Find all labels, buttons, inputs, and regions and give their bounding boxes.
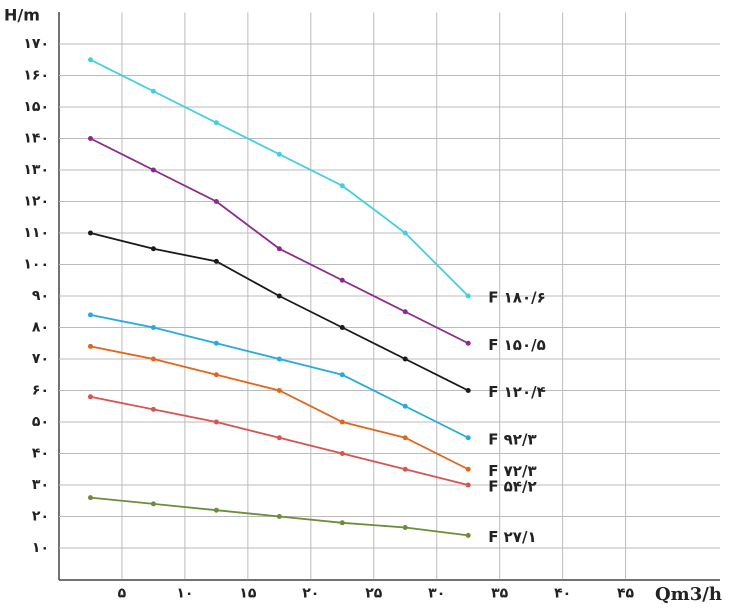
legend-label: F ۷۲/۳	[488, 462, 536, 480]
data-point	[87, 57, 93, 63]
data-point	[339, 277, 345, 283]
y-tick-label: ۸۰	[32, 320, 49, 336]
x-tick-label: ۲۰	[302, 586, 319, 602]
legend-label: F ۱۵۰/۵	[488, 336, 546, 354]
data-point	[276, 388, 282, 393]
y-tick-label: ۱۵۰	[23, 99, 49, 115]
y-tick-label: ۱۰	[32, 540, 49, 556]
x-tick-label: ۳۵	[491, 586, 509, 602]
data-point	[87, 394, 93, 400]
y-tick-label: ۱۰۰	[23, 257, 49, 273]
y-tick-label: ۲۰	[32, 509, 49, 525]
data-point	[213, 372, 219, 378]
series-line	[90, 232, 469, 392]
data-point	[276, 246, 282, 252]
y-tick-label: ۹۰	[32, 288, 49, 304]
data-point	[402, 230, 408, 236]
legend-label: F ۱۸۰/۶	[488, 289, 546, 307]
y-tick-label: ۱۷۰	[23, 36, 49, 52]
y-tick-label: ۱۳۰	[23, 162, 49, 178]
x-axis-label: Qm3/h	[655, 584, 722, 605]
data-point	[213, 199, 219, 204]
data-point	[213, 507, 219, 513]
data-point	[465, 532, 471, 538]
data-point	[150, 356, 156, 362]
data-point	[339, 183, 345, 189]
data-point	[213, 419, 219, 425]
data-point	[402, 466, 408, 472]
data-point	[150, 88, 156, 94]
y-tick-label: ۴۰	[32, 446, 49, 462]
y-tick-label: ۱۱۰	[23, 225, 49, 241]
data-point	[87, 495, 93, 501]
data-point	[150, 167, 156, 173]
data-point	[150, 246, 156, 252]
data-point	[402, 525, 408, 531]
data-point	[87, 230, 93, 236]
data-point	[276, 293, 282, 299]
data-point	[150, 501, 156, 507]
x-tick-label: ۲۵	[365, 586, 383, 602]
data-point	[276, 514, 282, 519]
y-tick-label: ۱۶۰	[23, 68, 49, 84]
data-point	[213, 340, 219, 346]
data-point	[276, 151, 282, 157]
data-point	[402, 356, 408, 362]
legend-label: F ۹۲/۳	[488, 430, 536, 448]
x-tick-label: ۳۰	[428, 586, 445, 602]
y-tick-label: ۵۰	[32, 414, 49, 430]
x-tick-label: ۱۰	[176, 586, 193, 602]
series-line	[90, 314, 469, 439]
data-point	[213, 120, 219, 126]
y-tick-label: ۳۰	[32, 477, 49, 493]
data-point	[339, 451, 345, 456]
legend-label: F ۱۲۰/۴	[488, 383, 546, 401]
data-point	[465, 293, 471, 299]
series-line	[90, 137, 469, 345]
y-tick-label: ۷۰	[32, 351, 49, 367]
x-tick-label: ۵	[118, 586, 127, 602]
data-point	[402, 403, 408, 409]
data-point	[339, 419, 345, 425]
series-line	[90, 58, 469, 297]
data-point	[276, 435, 282, 441]
x-tick-label: ۴۵	[617, 586, 635, 602]
data-point	[339, 372, 345, 378]
data-point	[402, 435, 408, 441]
data-point	[150, 325, 156, 330]
data-point	[87, 343, 93, 349]
y-tick-label: ۶۰	[32, 383, 49, 399]
x-tick-label: ۱۵	[239, 586, 257, 602]
data-point	[465, 482, 471, 488]
data-point	[87, 136, 93, 141]
data-point	[87, 312, 93, 318]
data-point	[465, 388, 471, 393]
data-point	[339, 325, 345, 330]
y-tick-label: ۱۴۰	[23, 131, 49, 147]
x-tick-label: ۴۰	[554, 586, 571, 602]
data-point	[213, 258, 219, 264]
data-point	[465, 466, 471, 472]
data-point	[339, 520, 345, 526]
data-point	[465, 340, 471, 346]
y-tick-label: ۱۲۰	[23, 194, 49, 210]
data-point	[465, 435, 471, 441]
data-point	[150, 406, 156, 412]
data-point	[402, 309, 408, 315]
y-axis-label: H/m	[4, 6, 40, 25]
legend-label: F ۵۴/۲	[488, 478, 536, 496]
legend-label: F ۲۷/۱	[488, 528, 536, 546]
data-point	[276, 356, 282, 362]
